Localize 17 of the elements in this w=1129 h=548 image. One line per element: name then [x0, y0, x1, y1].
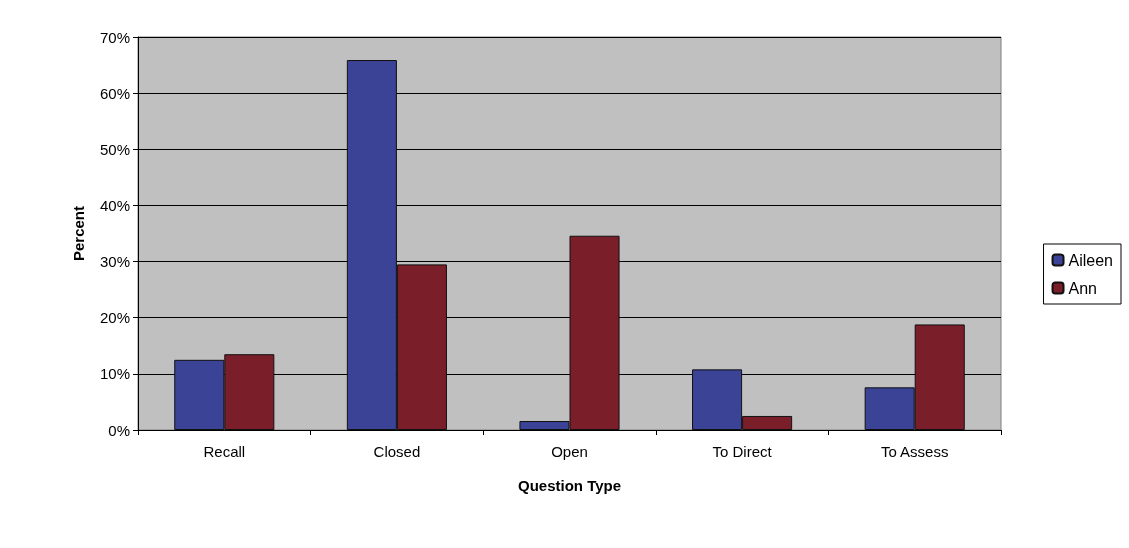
- x-tick-label: Recall: [203, 443, 246, 460]
- y-tick-label: 70%: [99, 28, 130, 46]
- x-tick-label: To Assess: [880, 443, 949, 460]
- y-tick-label: 20%: [99, 309, 130, 327]
- y-tick-label: 0%: [108, 421, 130, 439]
- x-tick-label: Closed: [373, 443, 421, 460]
- y-tick-label: 10%: [99, 365, 130, 383]
- legend-label: Aileen: [1068, 251, 1114, 269]
- y-tick-label: 40%: [99, 196, 130, 214]
- y-axis-title: Percent: [70, 205, 87, 262]
- x-axis-title: Question Type: [517, 477, 622, 494]
- legend-label: Ann: [1068, 279, 1097, 297]
- y-tick-label: 60%: [99, 84, 130, 102]
- x-tick-label: Open: [551, 443, 588, 460]
- y-tick-label: 50%: [99, 140, 130, 158]
- y-tick-label: 30%: [99, 253, 130, 271]
- x-tick-label: To Direct: [712, 443, 773, 460]
